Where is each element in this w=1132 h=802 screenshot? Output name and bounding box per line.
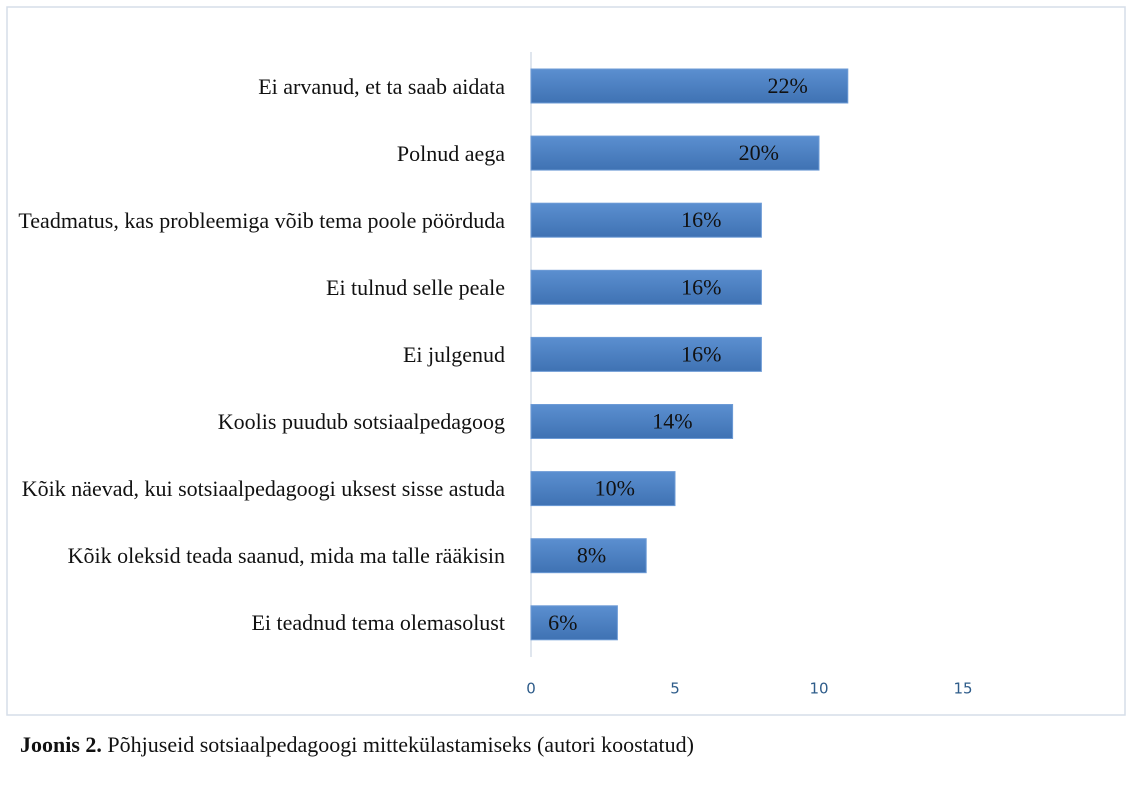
category-label-box: Polnud aega [10,113,505,193]
category-label: Kõik oleksid teada saanud, mida ma talle… [67,543,505,569]
value-label: 14% [652,409,692,434]
category-label: Ei julgenud [402,341,505,367]
category-label-box: Kõik näevad, kui sotsiaalpedagoogi ukses… [10,449,505,529]
category-label-box: Kõik oleksid teada saanud, mida ma talle… [10,516,505,596]
caption-text: Põhjuseid sotsiaalpedagoogi mittekülasta… [107,732,694,757]
x-tick-label: 15 [953,680,972,698]
value-label: 20% [739,140,779,165]
category-label-box: Ei tulnud selle peale [10,247,505,327]
frame [6,6,1126,716]
category-label-box: Ei teadnud tema olemasolust [10,583,505,663]
category-label-box: Ei arvanud, et ta saab aidata [10,46,505,126]
bar [530,269,762,305]
bar [530,471,676,507]
caption-label: Joonis 2. [20,732,102,757]
bar [530,538,647,574]
bar [530,336,762,372]
value-label: 10% [595,476,635,501]
bar [530,605,618,641]
category-label: Polnud aega [396,140,505,166]
category-label: Koolis puudub sotsiaalpedagoog [217,409,505,434]
category-label: Ei tulnud selle peale [326,274,505,300]
value-label: 16% [681,207,721,232]
category-label-box: Teadmatus, kas probleemiga võib tema poo… [10,180,505,260]
bar [530,202,762,238]
x-tick-label: 5 [670,680,680,698]
bar [530,404,734,439]
value-label: 16% [681,274,721,299]
category-label-box: Ei julgenud [10,314,505,394]
category-label-box: Koolis puudub sotsiaalpedagoog [10,382,505,462]
category-label: Teadmatus, kas probleemiga võib tema poo… [18,207,505,233]
caption: Joonis 2. Põhjuseid sotsiaalpedagoogi mi… [20,728,840,761]
category-label: Ei arvanud, et ta saab aidata [258,73,505,99]
bar [530,135,820,171]
value-label: 6% [548,610,577,635]
value-label: 8% [577,543,606,568]
bar [530,68,849,104]
category-label: Ei teadnud tema olemasolust [251,610,505,636]
category-label: Kõik näevad, kui sotsiaalpedagoogi ukses… [21,476,505,502]
value-label: 16% [681,341,721,366]
x-tick-label: 10 [809,680,828,698]
value-label: 22% [767,73,807,98]
x-tick-label: 0 [526,680,536,698]
